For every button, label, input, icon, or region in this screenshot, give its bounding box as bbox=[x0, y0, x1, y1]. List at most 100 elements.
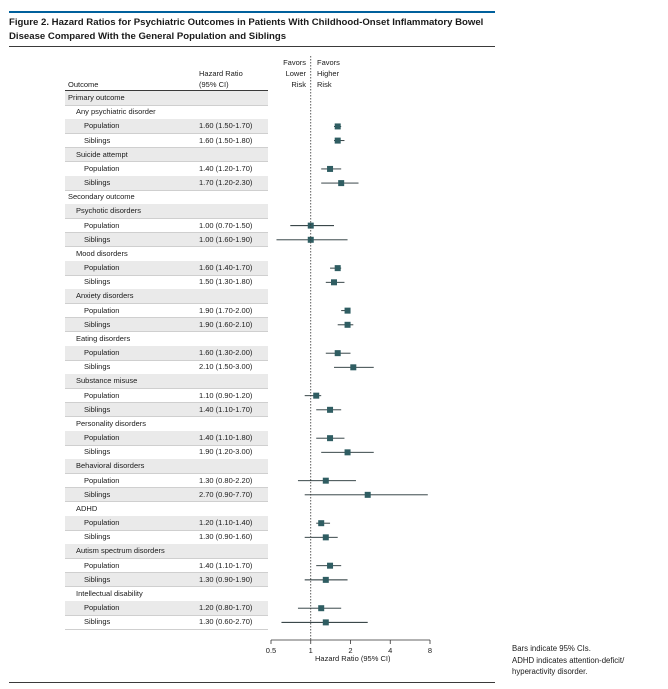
comparison-label: Population bbox=[84, 220, 120, 230]
hazard-ratio-text: 1.30 (0.90-1.90) bbox=[199, 574, 253, 584]
hazard-ratio-marker bbox=[334, 350, 341, 357]
comparison-label: Siblings bbox=[84, 135, 111, 145]
comparison-label: Population bbox=[84, 390, 120, 400]
hazard-ratio-text: 2.10 (1.50-3.00) bbox=[199, 362, 253, 372]
outcome-label: Behavioral disorders bbox=[76, 461, 145, 471]
favors-higher-header-3: Risk bbox=[317, 80, 332, 89]
hazard-ratio-text: 1.90 (1.70-2.00) bbox=[199, 305, 253, 315]
hazard-ratio-text: 1.40 (1.10-1.80) bbox=[199, 433, 253, 443]
row-separator bbox=[65, 161, 268, 163]
hazard-ratio-marker bbox=[327, 435, 334, 442]
hazard-ratio-marker bbox=[322, 619, 329, 626]
ci-header: (95% CI) bbox=[199, 80, 229, 89]
comparison-label: Siblings bbox=[84, 617, 111, 627]
hazard-ratio-text: 1.50 (1.30-1.80) bbox=[199, 277, 253, 287]
x-tick-label: 4 bbox=[388, 646, 392, 655]
hazard-ratio-marker bbox=[318, 520, 325, 527]
hazard-ratio-marker bbox=[364, 491, 371, 498]
outcome-label: Mood disorders bbox=[76, 248, 128, 258]
hazard-ratio-text: 1.60 (1.30-2.00) bbox=[199, 348, 253, 358]
header-rule bbox=[65, 90, 268, 91]
outcome-label: Suicide attempt bbox=[76, 149, 128, 159]
hazard-ratio-marker bbox=[338, 180, 345, 187]
row-separator bbox=[65, 331, 268, 333]
hazard-ratio-marker bbox=[322, 534, 329, 541]
row-separator bbox=[65, 104, 268, 106]
hazard-ratio-marker bbox=[327, 406, 334, 413]
hazard-ratio-text: 2.70 (0.90-7.70) bbox=[199, 489, 253, 499]
comparison-label: Siblings bbox=[84, 178, 111, 188]
favors-lower-header-2: Lower bbox=[285, 69, 306, 78]
outcome-label: Substance misuse bbox=[76, 376, 138, 386]
row-band bbox=[65, 346, 268, 361]
note-line-3: hyperactivity disorder. bbox=[512, 667, 588, 676]
comparison-label: Population bbox=[84, 163, 120, 173]
row-band bbox=[65, 317, 268, 332]
row-band bbox=[65, 544, 268, 559]
hazard-ratio-text: 1.90 (1.60-2.10) bbox=[199, 319, 253, 329]
row-separator bbox=[65, 246, 268, 248]
row-separator bbox=[65, 133, 268, 134]
row-band bbox=[65, 204, 268, 219]
favors-higher-header-2: Higher bbox=[317, 69, 340, 78]
outcome-label: Eating disorders bbox=[76, 333, 131, 343]
row-separator bbox=[65, 628, 268, 630]
comparison-label: Siblings bbox=[84, 532, 111, 542]
title-accent-bar bbox=[9, 11, 495, 13]
comparison-label: Population bbox=[84, 263, 120, 273]
row-band bbox=[65, 516, 268, 531]
row-separator bbox=[65, 501, 268, 503]
row-separator bbox=[65, 274, 268, 276]
hazard-ratio-text: 1.30 (0.90-1.60) bbox=[199, 532, 253, 542]
outcome-label: Intellectual disability bbox=[76, 588, 143, 598]
comparison-label: Population bbox=[84, 475, 120, 485]
hazard-ratio-text: 1.90 (1.20-3.00) bbox=[199, 447, 253, 457]
row-band bbox=[65, 147, 268, 162]
x-tick-label: 1 bbox=[309, 646, 313, 655]
row-band bbox=[65, 402, 268, 417]
favors-lower-header-3: Risk bbox=[291, 80, 306, 89]
row-band bbox=[65, 261, 268, 276]
comparison-label: Siblings bbox=[84, 234, 111, 244]
comparison-label: Siblings bbox=[84, 489, 111, 499]
favors-lower-header-1: Favors bbox=[283, 58, 306, 67]
hazard-ratio-marker bbox=[331, 279, 338, 286]
comparison-label: Siblings bbox=[84, 362, 111, 372]
hazard-ratio-marker bbox=[344, 449, 351, 456]
row-band bbox=[65, 487, 268, 502]
comparison-label: Population bbox=[84, 348, 120, 358]
row-separator bbox=[65, 218, 268, 220]
row-band bbox=[65, 119, 268, 134]
favors-higher-header-1: Favors bbox=[317, 58, 340, 67]
row-separator bbox=[65, 586, 268, 588]
row-separator bbox=[65, 359, 268, 361]
comparison-label: Population bbox=[84, 603, 120, 613]
hazard-ratio-text: 1.70 (1.20-2.30) bbox=[199, 178, 253, 188]
row-separator bbox=[65, 558, 268, 560]
hazard-ratio-marker bbox=[334, 265, 341, 272]
row-band bbox=[65, 374, 268, 389]
hazard-ratio-marker bbox=[334, 137, 341, 144]
outcome-label: Personality disorders bbox=[76, 418, 147, 428]
hazard-ratio-marker bbox=[313, 392, 320, 399]
title-divider bbox=[9, 46, 495, 47]
hazard-ratio-text: 1.40 (1.20-1.70) bbox=[199, 163, 253, 173]
row-band bbox=[65, 431, 268, 446]
comparison-label: Siblings bbox=[84, 319, 111, 329]
hazard-ratio-text: 1.40 (1.10-1.70) bbox=[199, 560, 253, 570]
hazard-ratio-text: 1.40 (1.10-1.70) bbox=[199, 404, 253, 414]
comparison-label: Siblings bbox=[84, 277, 111, 287]
comparison-label: Siblings bbox=[84, 404, 111, 414]
hazard-ratio-text: 1.10 (0.90-1.20) bbox=[199, 390, 253, 400]
row-separator bbox=[65, 444, 268, 446]
section-label: Primary outcome bbox=[68, 93, 125, 102]
row-separator bbox=[65, 189, 268, 191]
hazard-ratio-marker bbox=[344, 307, 351, 314]
x-axis-label: Hazard Ratio (95% CI) bbox=[315, 654, 391, 663]
row-separator bbox=[65, 416, 268, 418]
comparison-label: Population bbox=[84, 121, 120, 131]
hazard-ratio-text: 1.20 (0.80-1.70) bbox=[199, 603, 253, 613]
hazard-ratio-marker bbox=[334, 123, 341, 130]
hazard-ratio-marker bbox=[350, 364, 357, 371]
